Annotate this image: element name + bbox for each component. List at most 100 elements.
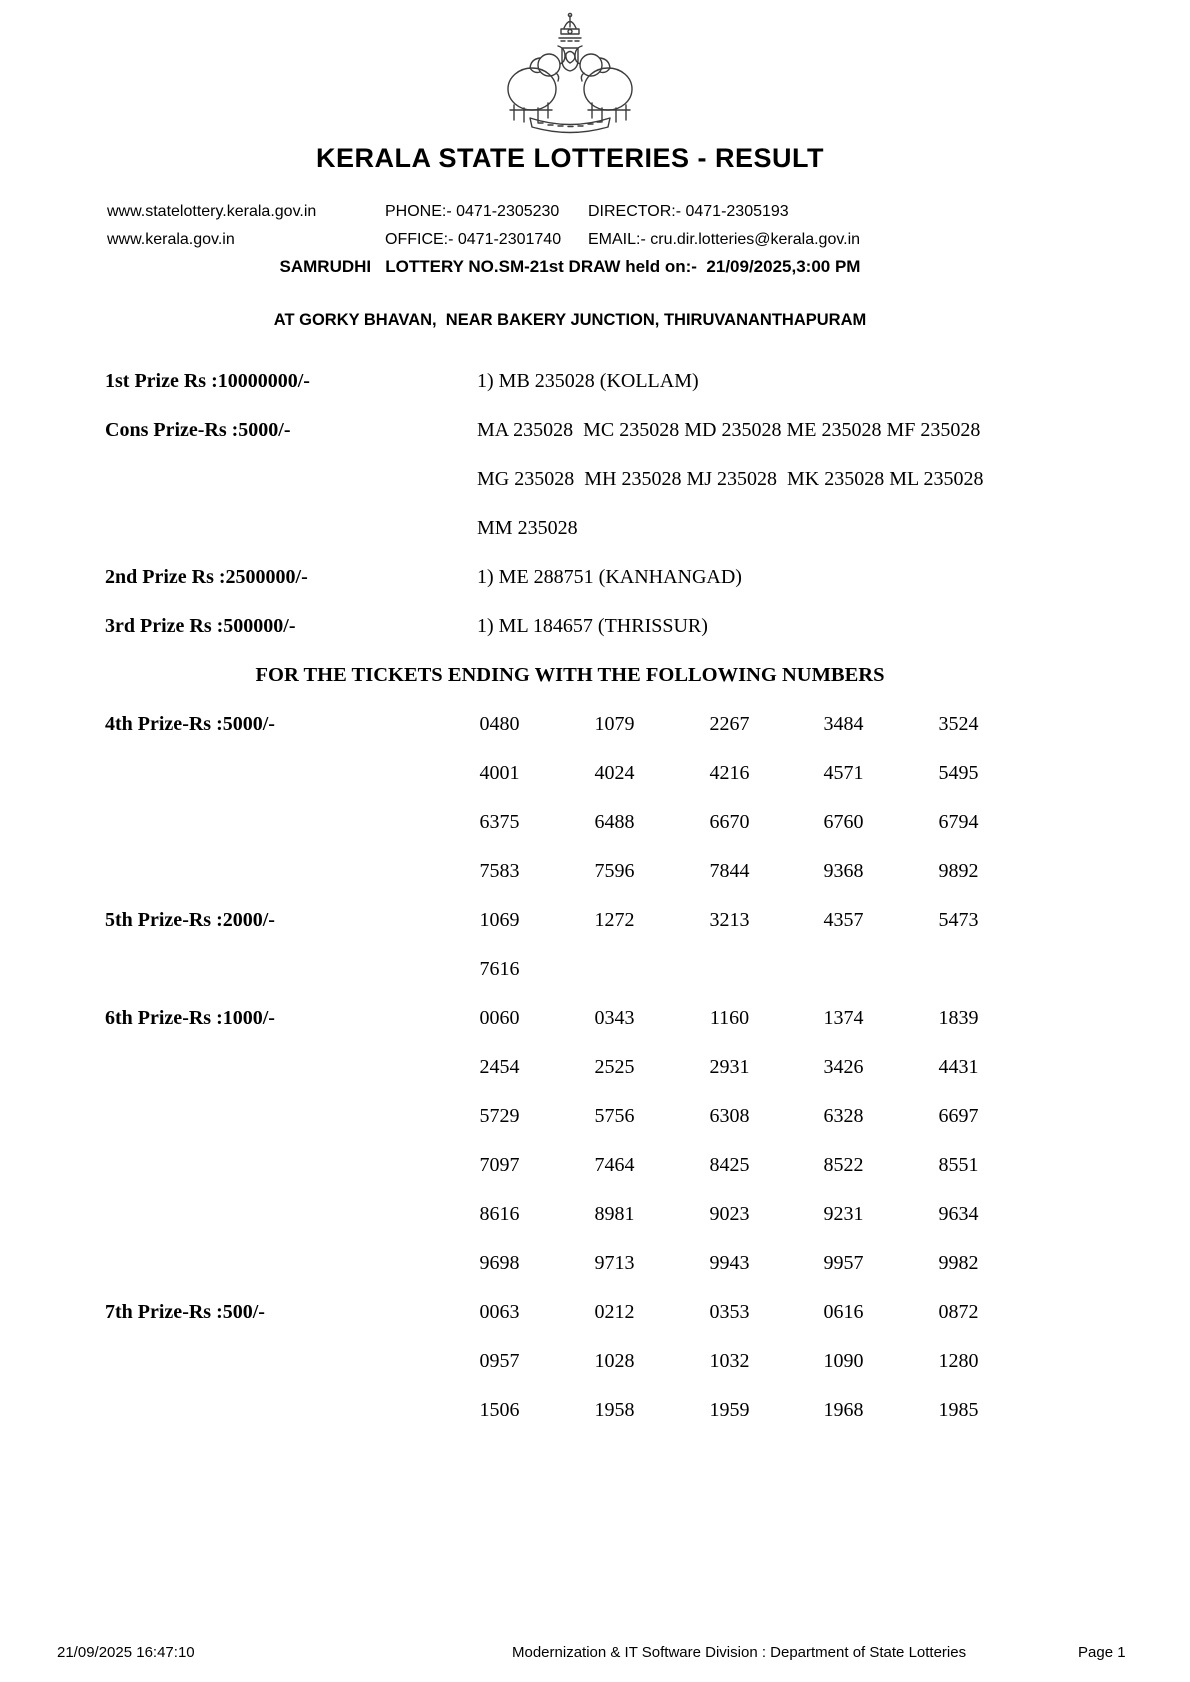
prize-row: 7th Prize-Rs :500/- 0063 0212 0353 0616 0872 — [0, 1301, 1190, 1350]
winning-number-text: 1) MB 235028 (KOLLAM) — [477, 370, 699, 392]
ticket-ending-number: 2931 — [709, 1056, 750, 1078]
ticket-ending-number: 9368 — [823, 860, 864, 882]
ticket-ending-number: 1280 — [938, 1350, 979, 1372]
prize-row: 4001 4024 4216 4571 5495 — [0, 762, 1190, 811]
ticket-ending-number: 1272 — [594, 909, 635, 931]
ticket-ending-number: 8425 — [709, 1154, 750, 1176]
prize-row: 2454 2525 2931 3426 4431 — [0, 1056, 1190, 1105]
ticket-ending-number: 1079 — [594, 713, 635, 735]
prize-row: 9698 9713 9943 9957 9982 — [0, 1252, 1190, 1301]
ticket-ending-number: 9957 — [823, 1252, 864, 1274]
prize-row: 3rd Prize Rs :500000/- 1) ML 184657 (THRI… — [0, 615, 1190, 664]
ticket-ending-number: 1374 — [823, 1007, 864, 1029]
ticket-ending-number: 0480 — [479, 713, 520, 735]
kerala-government-emblem-icon — [507, 12, 633, 134]
ticket-ending-number: 4001 — [479, 762, 520, 784]
ticket-ending-number: 9023 — [709, 1203, 750, 1225]
ticket-ending-number: 7616 — [479, 958, 520, 980]
prize-label: 1st Prize Rs :10000000/- — [105, 370, 310, 392]
ticket-ending-number: 5473 — [938, 909, 979, 931]
ticket-ending-number: 6375 — [479, 811, 520, 833]
prize-row: 7616 — [0, 958, 1190, 1007]
prize-row: 8616 8981 9023 9231 9634 — [0, 1203, 1190, 1252]
ticket-ending-number: 3213 — [709, 909, 750, 931]
ticket-ending-number: 1968 — [823, 1399, 864, 1421]
ticket-ending-number: 0872 — [938, 1301, 979, 1323]
ticket-ending-number: 8551 — [938, 1154, 979, 1176]
director-phone-number: DIRECTOR:- 0471-2305193 — [588, 203, 789, 220]
ticket-ending-number: 7596 — [594, 860, 635, 882]
prize-label: 3rd Prize Rs :500000/- — [105, 615, 296, 637]
ticket-ending-number: 4216 — [709, 762, 750, 784]
prize-row: 1506 1958 1959 1968 1985 — [0, 1399, 1190, 1448]
ticket-ending-number: 1985 — [938, 1399, 979, 1421]
ticket-ending-number: 9698 — [479, 1252, 520, 1274]
ticket-ending-number: 9713 — [594, 1252, 635, 1274]
ticket-ending-number: 1069 — [479, 909, 520, 931]
ticket-ending-number: 8522 — [823, 1154, 864, 1176]
lottery-draw-title: SAMRUDHI LOTTERY NO.SM-21st DRAW held on… — [279, 257, 861, 276]
ticket-ending-number: 1032 — [709, 1350, 750, 1372]
ticket-ending-number: 3524 — [938, 713, 979, 735]
ticket-ending-number: 0343 — [594, 1007, 635, 1029]
draw-venue: AT GORKY BHAVAN, NEAR BAKERY JUNCTION, T… — [273, 311, 867, 329]
prize-row: 4th Prize-Rs :5000/- 0480 1079 2267 3484 3524 — [0, 713, 1190, 762]
ticket-ending-number: 0353 — [709, 1301, 750, 1323]
prize-row: 1st Prize Rs :10000000/- 1) MB 235028 (KO… — [0, 370, 1190, 419]
prize-row: 7097 7464 8425 8522 8551 — [0, 1154, 1190, 1203]
ticket-ending-number: 1958 — [594, 1399, 635, 1421]
winning-number-text: MM 235028 — [477, 517, 578, 539]
ticket-ending-number: 1839 — [938, 1007, 979, 1029]
ticket-ending-number: 7844 — [709, 860, 750, 882]
website-link-kerala: www.kerala.gov.in — [107, 231, 235, 248]
ticket-ending-number: 9892 — [938, 860, 979, 882]
prize-row: Cons Prize-Rs :5000/- MA 235028 MC 235028… — [0, 419, 1190, 468]
prize-row: FOR THE TICKETS ENDING WITH THE FOLLOWIN… — [0, 664, 1190, 713]
prize-label: 2nd Prize Rs :2500000/- — [105, 566, 308, 588]
winning-number-text: 1) ML 184657 (THRISSUR) — [477, 615, 708, 637]
website-link-statelottery: www.statelottery.kerala.gov.in — [107, 203, 317, 220]
prize-label: 4th Prize-Rs :5000/- — [105, 713, 275, 735]
ticket-ending-number: 3426 — [823, 1056, 864, 1078]
ticket-ending-number: 1028 — [594, 1350, 635, 1372]
ticket-ending-number: 0957 — [479, 1350, 520, 1372]
prize-label: Cons Prize-Rs :5000/- — [105, 419, 291, 441]
winning-number-text: MG 235028 MH 235028 MJ 235028 MK 235028 … — [477, 468, 984, 490]
prize-row: 2nd Prize Rs :2500000/- 1) ME 288751 (KAN… — [0, 566, 1190, 615]
page-number: Page 1 — [1078, 1644, 1126, 1661]
ticket-ending-number: 7583 — [479, 860, 520, 882]
ticket-ending-number: 9231 — [823, 1203, 864, 1225]
ticket-ending-number: 5495 — [938, 762, 979, 784]
ticket-ending-number: 6760 — [823, 811, 864, 833]
ticket-ending-number: 4357 — [823, 909, 864, 931]
prize-row: 5th Prize-Rs :2000/- 1069 1272 3213 4357 5473 — [0, 909, 1190, 958]
ticket-ending-number: 1959 — [709, 1399, 750, 1421]
ticket-ending-number: 0063 — [479, 1301, 520, 1323]
ticket-ending-number: 2525 — [594, 1056, 635, 1078]
ticket-ending-number: 7464 — [594, 1154, 635, 1176]
ticket-ending-number: 0212 — [594, 1301, 635, 1323]
ticket-ending-number: 0616 — [823, 1301, 864, 1323]
winning-number-text: MA 235028 MC 235028 MD 235028 ME 235028 … — [477, 419, 981, 441]
ticket-ending-number: 4024 — [594, 762, 635, 784]
ticket-ending-number: 5756 — [594, 1105, 635, 1127]
phone-number: PHONE:- 0471-2305230 — [385, 203, 560, 220]
ticket-ending-number: 2267 — [709, 713, 750, 735]
ticket-ending-number: 6308 — [709, 1105, 750, 1127]
section-heading: FOR THE TICKETS ENDING WITH THE FOLLOWIN… — [255, 664, 885, 686]
prize-results-table: 1st Prize Rs :10000000/- 1) MB 235028 (KO… — [0, 370, 1190, 1448]
prize-row: MG 235028 MH 235028 MJ 235028 MK 235028 … — [0, 468, 1190, 517]
prize-label: 7th Prize-Rs :500/- — [105, 1301, 265, 1323]
ticket-ending-number: 3484 — [823, 713, 864, 735]
ticket-ending-number: 4571 — [823, 762, 864, 784]
ticket-ending-number: 9982 — [938, 1252, 979, 1274]
ticket-ending-number: 8981 — [594, 1203, 635, 1225]
ticket-ending-number: 9943 — [709, 1252, 750, 1274]
prize-row: 0957 1028 1032 1090 1280 — [0, 1350, 1190, 1399]
ticket-ending-number: 1160 — [709, 1007, 750, 1029]
prize-label: 5th Prize-Rs :2000/- — [105, 909, 275, 931]
winning-number-text: 1) ME 288751 (KANHANGAD) — [477, 566, 742, 588]
prize-row: 5729 5756 6308 6328 6697 — [0, 1105, 1190, 1154]
ticket-ending-number: 6697 — [938, 1105, 979, 1127]
